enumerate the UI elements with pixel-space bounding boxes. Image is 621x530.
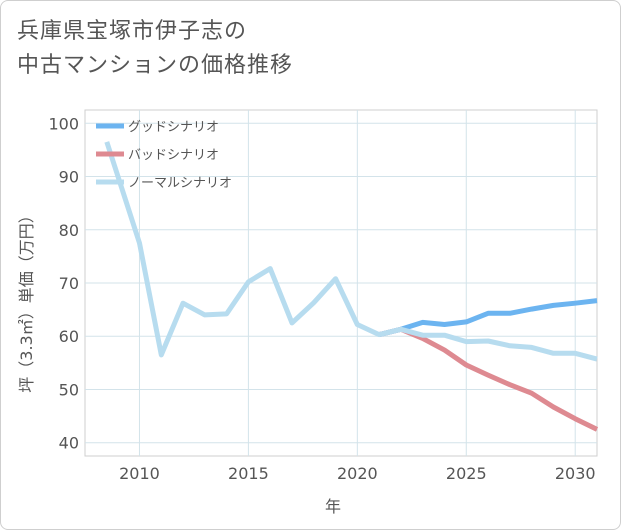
y-tick-label: 40 [59,434,79,453]
x-axis-label: 年 [325,497,341,516]
y-tick-label: 100 [48,114,79,133]
y-tick-label: 80 [59,221,79,240]
legend-label: グッドシナリオ [128,120,219,135]
chart-title-line-2: 中古マンションの価格推移 [17,53,294,78]
x-tick-label: 2020 [337,464,378,483]
y-tick-label: 50 [59,380,79,399]
x-tick-labels: 2010 2015 2020 2025 2030 [119,464,595,483]
chart-title-line-1: 兵庫県宝塚市伊子志の [17,19,248,44]
series-line-0 [378,298,598,338]
y-tick-label: 70 [59,274,79,293]
x-tick-label: 2010 [119,464,160,483]
y-axis-label: 坪（3.3㎡）単価（万円） [17,207,36,392]
y-tick-label: 60 [59,327,79,346]
y-tick-labels: 40 50 60 70 80 90 100 [48,114,79,452]
grid [85,110,597,456]
y-tick-label: 90 [59,168,79,187]
x-tick-label: 2025 [446,464,487,483]
series-lines [104,141,599,432]
legend-label: ノーマルシナリオ [128,176,232,191]
x-tick-label: 2030 [555,464,596,483]
legend-label: バッドシナリオ [128,148,219,163]
chart-title: 兵庫県宝塚市伊子志の 中古マンションの価格推移 [17,15,293,83]
x-tick-label: 2015 [228,464,269,483]
series-line-2 [104,141,598,362]
